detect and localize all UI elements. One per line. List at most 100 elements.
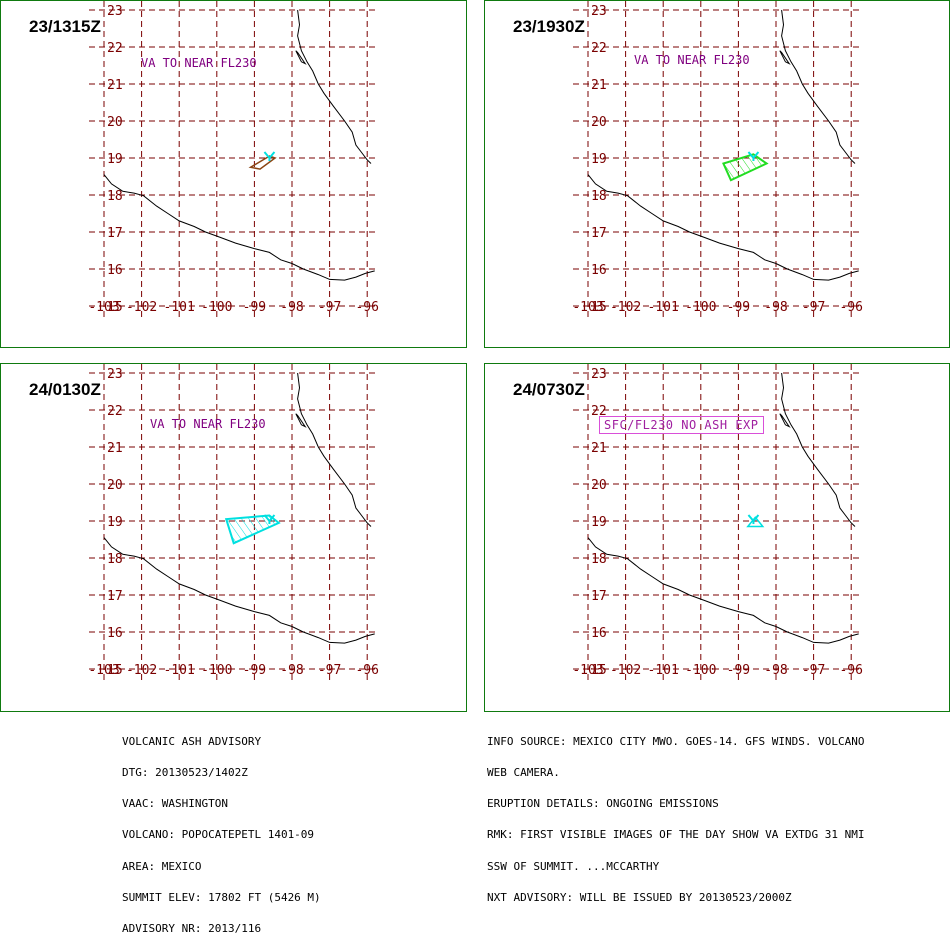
pacific-coastline	[587, 537, 859, 644]
lat-tick-label: 23	[591, 367, 607, 382]
ash-cloud-polygon	[248, 155, 277, 170]
lon-tick-label: -96	[355, 663, 378, 678]
lon-tick-label: -96	[839, 663, 862, 678]
advisory-line: SSW OF SUMMIT. ...MCCARTHY	[487, 859, 660, 873]
ash-height-note: VA TO NEAR FL230	[634, 53, 750, 67]
lat-tick-label: 20	[591, 115, 607, 130]
gulf-coastline	[297, 9, 372, 164]
lat-tick-label: 17	[591, 589, 607, 604]
lon-tick-label: -103	[572, 300, 603, 315]
lon-tick-label: -100	[201, 663, 232, 678]
lon-tick-label: -103	[572, 663, 603, 678]
lon-tick-label: -97	[318, 300, 341, 315]
lat-tick-label: 19	[107, 152, 123, 167]
lon-tick-label: -102	[126, 300, 157, 315]
advisory-line: NXT ADVISORY: WILL BE ISSUED BY 20130523…	[487, 890, 792, 904]
lat-tick-label: 16	[107, 626, 123, 641]
lat-tick-label: 18	[107, 189, 123, 204]
lat-tick-label: 23	[591, 4, 607, 19]
lat-tick-label: 15	[591, 663, 607, 678]
lon-tick-label: -98	[764, 300, 787, 315]
lagoon-outline	[779, 50, 791, 65]
lon-tick-label: -100	[685, 300, 716, 315]
lat-tick-label: 19	[591, 515, 607, 530]
lat-tick-label: 22	[591, 41, 607, 56]
lat-tick-label: 22	[107, 41, 123, 56]
lat-tick-label: 18	[591, 552, 607, 567]
pacific-coastline	[103, 174, 375, 281]
lon-tick-label: -97	[802, 663, 825, 678]
advisory-line: RMK: FIRST VISIBLE IMAGES OF THE DAY SHO…	[487, 828, 865, 842]
lat-tick-label: 15	[107, 300, 123, 315]
map-canvas-2: 23 22 21 20 19 18 17 16 15-103 -102 -101 -100 -99 -98…	[572, 1, 863, 318]
lat-tick-label: 18	[107, 552, 123, 567]
lagoon-outline	[779, 413, 791, 428]
lon-tick-label: -102	[610, 300, 641, 315]
panel-time-label: 23/1930Z	[513, 17, 585, 36]
lon-tick-label: -103	[88, 300, 119, 315]
lon-tick-label: -101	[164, 663, 195, 678]
gulf-coastline	[781, 9, 856, 164]
lon-tick-label: -98	[280, 663, 303, 678]
lat-tick-label: 16	[107, 263, 123, 278]
advisory-line: VOLCANO: POPOCATEPETL 1401-09	[122, 828, 315, 842]
map-panel-3: 23 22 21 20 19 18 17 16 15 -103 -102 -101 -100 -99 -98…	[0, 363, 467, 712]
map-panel-1: 23 22 21 20 19 18 17 16 15 -103 -102 -101 -100 -99 -98…	[0, 0, 467, 348]
lat-tick-label: 20	[591, 478, 607, 493]
ash-cloud-polygon	[746, 516, 765, 528]
lon-tick-label: -102	[610, 663, 641, 678]
lat-tick-label: 19	[591, 152, 607, 167]
lat-tick-label: 17	[591, 226, 607, 241]
gulf-coastline	[297, 372, 372, 527]
lat-tick-label: 16	[591, 263, 607, 278]
ash-height-note: VA TO NEAR FL230	[141, 56, 257, 70]
lon-tick-label: -101	[648, 663, 679, 678]
lat-tick-label: 21	[107, 78, 123, 93]
advisory-line: DTG: 20130523/1402Z	[122, 766, 248, 780]
lon-tick-label: -99	[243, 663, 266, 678]
ash-height-note-boxed: SFC/FL230 NO ASH EXP	[599, 416, 764, 434]
ash-height-note: VA TO NEAR FL230	[150, 417, 266, 431]
advisory-line: WEB CAMERA.	[487, 766, 560, 780]
volcano-marker-icon	[263, 514, 276, 524]
advisory-info-right: INFO SOURCE: MEXICO CITY MWO. GOES-14. G…	[487, 716, 865, 914]
lagoon-outline	[295, 50, 307, 65]
map-canvas-3: 23 22 21 20 19 18 17 16 15-103 -102 -101 -100 -99 -98…	[88, 364, 379, 681]
lagoon-outline	[295, 413, 307, 428]
lon-tick-label: -97	[802, 300, 825, 315]
lon-tick-label: -97	[318, 663, 341, 678]
lat-tick-label: 16	[591, 626, 607, 641]
gulf-coastline	[781, 372, 856, 527]
panel-time-label: 24/0730Z	[513, 380, 585, 399]
lat-tick-label: 15	[591, 300, 607, 315]
lat-tick-label: 21	[591, 78, 607, 93]
lat-tick-label: 23	[107, 367, 123, 382]
volcano-marker-icon	[747, 151, 760, 161]
volcano-marker-icon	[263, 151, 276, 161]
lat-tick-label: 18	[591, 189, 607, 204]
lon-tick-label: -98	[280, 300, 303, 315]
volcano-marker-icon	[747, 514, 760, 524]
lon-tick-label: -96	[355, 300, 378, 315]
lon-tick-label: -100	[201, 300, 232, 315]
lon-tick-label: -99	[727, 300, 750, 315]
map-panel-2: 23 22 21 20 19 18 17 16 15 -103 -102 -101 -100 -99 -98…	[484, 0, 950, 348]
lon-tick-label: -96	[839, 300, 862, 315]
advisory-line: VOLCANIC ASH ADVISORY	[122, 734, 262, 748]
ash-cloud-polygon	[224, 514, 281, 545]
lon-tick-label: -99	[727, 663, 750, 678]
lat-tick-label: 19	[107, 515, 123, 530]
lon-tick-label: -100	[685, 663, 716, 678]
lat-tick-label: 20	[107, 115, 123, 130]
advisory-line: SUMMIT ELEV: 17802 FT (5426 M)	[122, 890, 321, 904]
ash-cloud-polygon	[722, 153, 769, 182]
pacific-coastline	[587, 174, 859, 281]
advisory-line: ERUPTION DETAILS: ONGOING EMISSIONS	[487, 797, 719, 811]
lon-tick-label: -103	[88, 663, 119, 678]
advisory-line: AREA: MEXICO	[122, 859, 202, 873]
lat-tick-label: 15	[107, 663, 123, 678]
lat-tick-label: 17	[107, 589, 123, 604]
lat-tick-label: 21	[591, 441, 607, 456]
map-canvas-1: 23 22 21 20 19 18 17 16 15-103 -102 -101 -100 -99 -98…	[88, 1, 379, 318]
advisory-info-left: VOLCANIC ASH ADVISORY DTG: 20130523/1402…	[122, 716, 321, 945]
